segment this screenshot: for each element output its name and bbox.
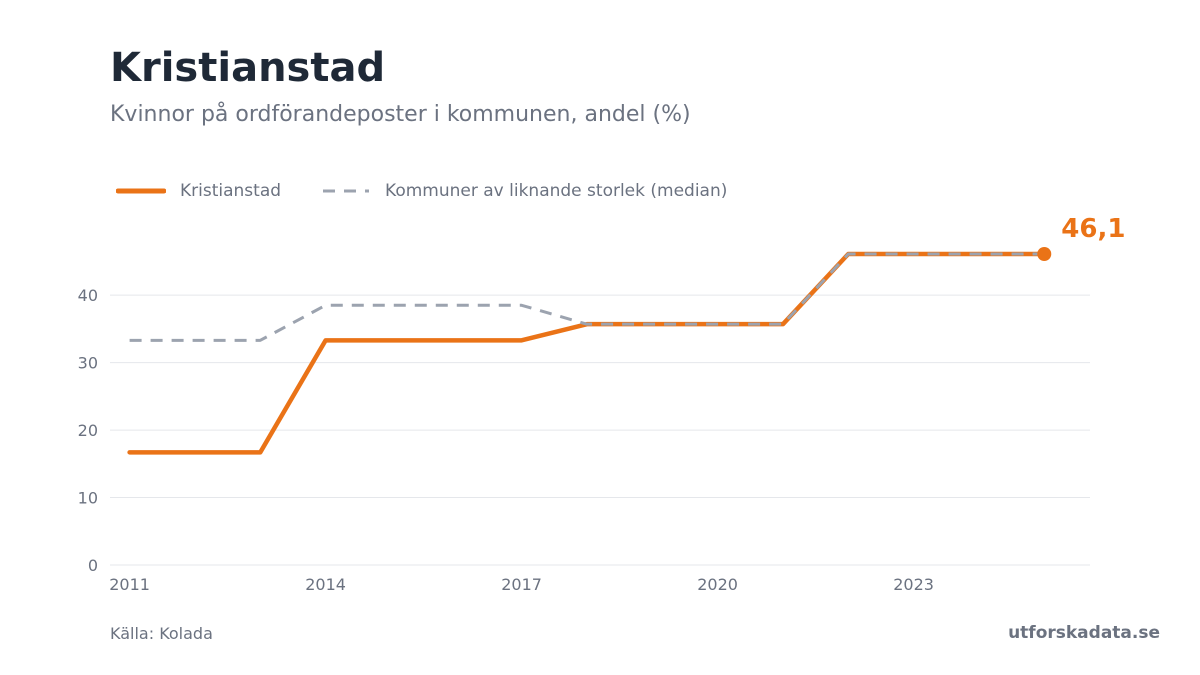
legend-label-median: Kommuner av liknande storlek (median) xyxy=(385,181,728,201)
annotations: 46,1 xyxy=(1037,214,1125,261)
series-line-kristianstad xyxy=(127,251,1047,455)
legend-swatch-solid-line xyxy=(116,188,166,194)
y-tick-label: 30 xyxy=(78,354,98,373)
series-line-median xyxy=(129,252,1045,342)
y-tick-label: 20 xyxy=(78,421,98,440)
y-tick-label: 0 xyxy=(88,556,98,575)
grid xyxy=(110,294,1090,566)
end-value-label: 46,1 xyxy=(1061,214,1125,244)
legend-item-kristianstad: Kristianstad xyxy=(116,181,281,201)
x-tick-label: 2023 xyxy=(893,575,934,594)
y-tick-label: 40 xyxy=(78,286,98,305)
brand-link[interactable]: utforskadata.se xyxy=(1008,623,1160,643)
series xyxy=(127,251,1047,455)
x-tick-label: 2014 xyxy=(305,575,346,594)
legend-swatch-dashed-line xyxy=(323,189,370,193)
legend: Kristianstad Kommuner av liknande storle… xyxy=(116,178,767,204)
x-axis-ticks: 2011 2014 2017 2020 2023 xyxy=(109,575,934,594)
end-point-marker xyxy=(1037,247,1052,261)
source-note: Källa: Kolada xyxy=(110,624,213,643)
legend-label-kristianstad: Kristianstad xyxy=(180,181,282,201)
y-axis-ticks: 0 10 20 30 40 xyxy=(78,286,98,575)
chart-subtitle: Kvinnor på ordförandeposter i kommunen, … xyxy=(110,102,691,127)
x-tick-label: 2020 xyxy=(697,575,738,594)
chart-title: Kristianstad xyxy=(110,45,386,91)
y-tick-label: 10 xyxy=(78,489,98,508)
x-tick-label: 2011 xyxy=(109,575,150,594)
x-tick-label: 2017 xyxy=(501,575,542,594)
legend-item-median: Kommuner av liknande storlek (median) xyxy=(321,181,727,201)
